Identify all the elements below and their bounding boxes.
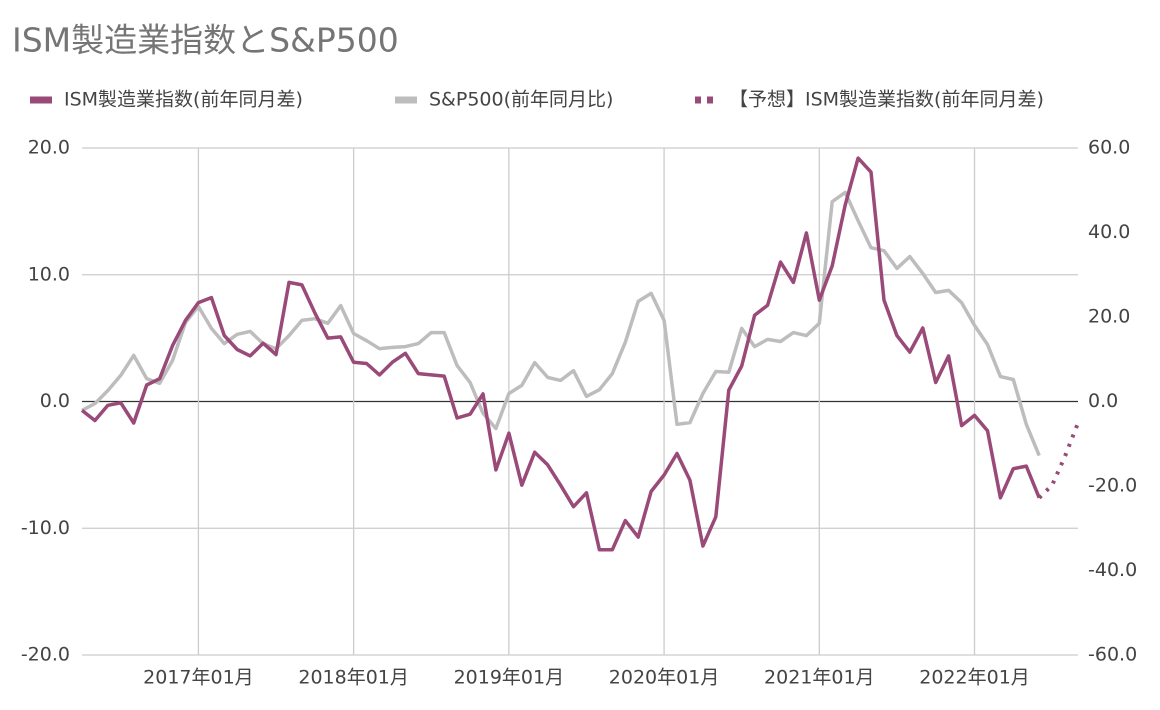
x-tick-label: 2018年01月 xyxy=(298,667,409,689)
y2-tick-label: 40.0 xyxy=(1088,221,1130,243)
y2-tick-label: 20.0 xyxy=(1088,306,1130,328)
y-tick-label: 20.0 xyxy=(28,137,70,159)
line-series xyxy=(1037,422,1080,500)
legend-label: ISM製造業指数(前年同月差) xyxy=(64,89,303,111)
x-tick-label: 2020年01月 xyxy=(609,667,720,689)
y-tick-label: -10.0 xyxy=(21,517,70,539)
x-tick-label: 2022年01月 xyxy=(919,667,1030,689)
y2-tick-label: 60.0 xyxy=(1088,137,1130,159)
line-series xyxy=(81,190,1041,457)
chart-title: ISM製造業指数とS&P500 xyxy=(12,21,399,60)
y2-tick-label: -20.0 xyxy=(1088,475,1137,497)
y-tick-label: 0.0 xyxy=(40,390,70,412)
y2-tick-label: -60.0 xyxy=(1088,644,1137,666)
y-tick-label: 10.0 xyxy=(28,263,70,285)
legend-label: 【予想】ISM製造業指数(前年同月差) xyxy=(729,89,1044,111)
x-tick-label: 2019年01月 xyxy=(454,667,565,689)
legend-label: S&P500(前年同月比) xyxy=(429,89,613,111)
y-tick-label: -20.0 xyxy=(21,644,70,666)
line-series xyxy=(80,156,1041,552)
x-tick-label: 2021年01月 xyxy=(764,667,875,689)
y2-tick-label: 0.0 xyxy=(1088,390,1118,412)
x-tick-label: 2017年01月 xyxy=(143,667,254,689)
y2-tick-label: -40.0 xyxy=(1088,559,1137,581)
